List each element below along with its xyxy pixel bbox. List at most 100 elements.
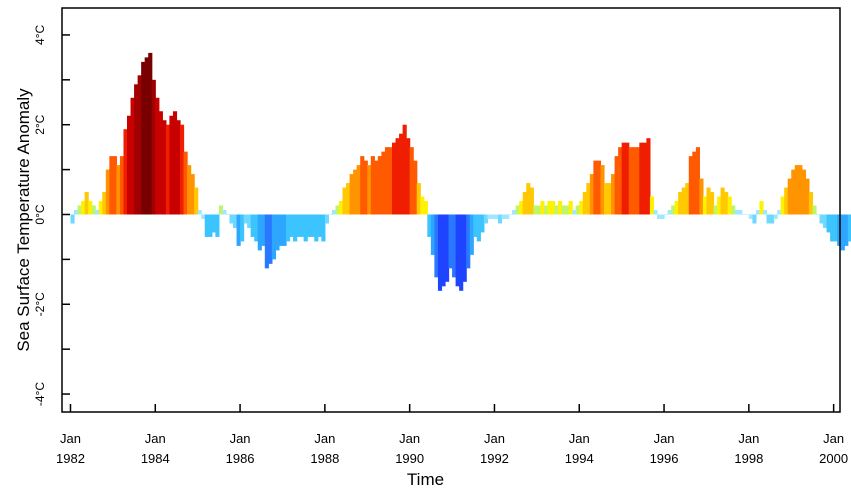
bar-0-21 [144, 57, 149, 215]
bar-0-93 [399, 133, 404, 215]
x-tick-year-4: 1990 [395, 451, 424, 466]
bar-0-101 [427, 214, 432, 237]
bar-0-200 [777, 210, 782, 215]
bar-0-2 [77, 205, 82, 215]
y-tick-label-2: 2°C [33, 114, 47, 134]
bar-0-86 [374, 160, 379, 215]
x-tick-year-9: 2000 [819, 451, 848, 466]
bar-0-15 [123, 129, 128, 215]
x-tick-month-5: Jan [484, 431, 505, 446]
bar-0-10 [105, 169, 110, 215]
y-axis-label: Sea Surface Temperature Anomaly [14, 88, 33, 352]
bar-0-132 [536, 205, 541, 215]
bar-0-43 [222, 210, 227, 215]
bar-0-172 [678, 192, 683, 215]
bar-0-71 [321, 214, 326, 242]
bar-0-135 [547, 201, 552, 215]
bar-0-163 [646, 138, 651, 215]
bar-0-99 [420, 196, 425, 215]
bar-0-108 [452, 214, 457, 278]
bar-series [70, 52, 851, 291]
bar-0-48 [240, 214, 245, 242]
bar-0-118 [487, 214, 492, 219]
bar-0-210 [812, 205, 817, 215]
bar-0-127 [519, 201, 524, 215]
bar-0-123 [505, 214, 510, 219]
bar-0-87 [377, 156, 382, 215]
bar-0-25 [158, 111, 163, 215]
bar-0-190 [741, 214, 746, 215]
bar-0-141 [568, 201, 573, 215]
bar-0-215 [830, 214, 835, 242]
x-tick-year-3: 1988 [310, 451, 339, 466]
bar-0-212 [819, 214, 824, 224]
bar-0-211 [815, 214, 821, 215]
bar-0-90 [388, 147, 393, 215]
bar-0-143 [575, 205, 580, 215]
bar-0-62 [289, 214, 294, 237]
bar-0-134 [543, 205, 549, 215]
x-tick-year-1: 1984 [141, 451, 170, 466]
x-tick-month-6: Jan [569, 431, 590, 446]
bar-0-166 [656, 214, 662, 219]
bar-0-159 [632, 147, 637, 215]
bar-0-14 [119, 156, 125, 215]
bar-0-59 [278, 214, 284, 246]
bar-0-107 [448, 214, 453, 269]
bar-0-117 [483, 214, 488, 224]
bar-0-41 [215, 214, 220, 237]
bar-0-125 [512, 210, 517, 215]
bar-0-58 [275, 214, 280, 251]
y-tick-label-6: -2°C [33, 292, 47, 316]
bar-0-94 [402, 124, 407, 215]
bar-0-183 [717, 196, 722, 215]
bar-0-27 [165, 124, 170, 215]
bar-0-95 [406, 138, 411, 215]
bar-0-32 [183, 151, 188, 215]
bar-0-44 [225, 214, 231, 215]
bar-0-17 [130, 97, 135, 215]
bar-0-193 [752, 214, 757, 224]
bar-0-79 [349, 174, 354, 215]
bar-0-161 [639, 142, 644, 215]
bar-0-120 [494, 214, 499, 219]
bar-0-126 [515, 205, 520, 215]
bar-0-175 [688, 156, 693, 215]
bar-0-40 [211, 214, 216, 233]
bar-0-16 [127, 115, 132, 215]
y-tick-label-0: 4°C [33, 25, 47, 45]
bar-0-201 [780, 196, 785, 215]
bar-0-196 [762, 210, 768, 215]
bar-0-185 [724, 192, 729, 215]
x-tick-year-2: 1986 [226, 451, 255, 466]
bar-0-76 [339, 201, 344, 215]
bar-0-34 [190, 174, 195, 215]
bar-0-69 [314, 214, 319, 242]
bar-0-115 [476, 214, 481, 242]
bar-0-150 [600, 165, 605, 215]
bar-0-24 [155, 97, 160, 215]
bar-0-6 [91, 205, 96, 215]
bar-0-202 [784, 187, 789, 215]
bar-0-30 [176, 120, 181, 215]
bar-0-38 [204, 214, 209, 237]
bar-0-209 [808, 192, 814, 215]
bar-0-46 [233, 214, 238, 228]
bar-0-82 [360, 156, 365, 215]
bar-0-0 [70, 214, 75, 224]
bar-0-81 [356, 165, 361, 215]
bar-0-53 [257, 214, 262, 251]
bar-0-29 [172, 111, 178, 215]
bar-0-37 [201, 214, 206, 219]
bar-0-116 [480, 214, 485, 233]
x-tick-year-7: 1996 [650, 451, 679, 466]
x-tick-month-7: Jan [654, 431, 675, 446]
bar-0-149 [596, 160, 602, 215]
bar-0-68 [310, 214, 315, 237]
x-tick-month-3: Jan [314, 431, 335, 446]
bar-0-173 [681, 187, 686, 215]
bar-0-96 [409, 147, 414, 215]
bar-0-57 [271, 214, 276, 260]
bar-0-36 [197, 210, 202, 215]
bar-0-144 [579, 201, 584, 215]
